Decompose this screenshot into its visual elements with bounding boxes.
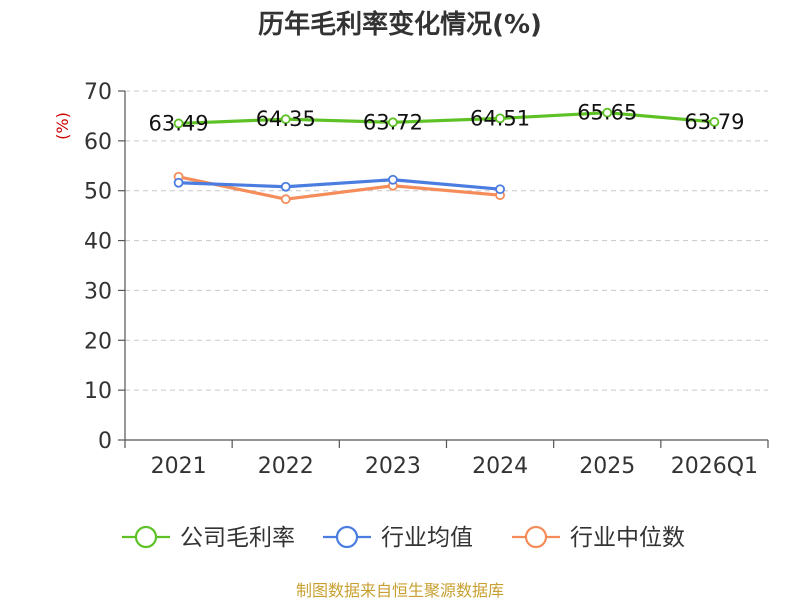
x-tick-label-2025: 2025 (579, 454, 635, 479)
point-s0-2021[interactable] (173, 118, 184, 129)
point-s0-2025[interactable] (602, 107, 613, 118)
series-line-1 (176, 178, 502, 191)
point-s2-2022[interactable] (280, 194, 291, 205)
legend-marker-0[interactable] (134, 525, 158, 549)
point-s1-2021[interactable] (173, 177, 184, 188)
x-tick-label-2022: 2022 (258, 454, 314, 479)
x-tick-label-2026Q1: 2026Q1 (671, 454, 758, 479)
point-s1-2024[interactable] (495, 184, 505, 195)
point-s1-2022[interactable] (280, 181, 291, 192)
point-s1-2023[interactable] (388, 174, 398, 185)
data-label-2021: 63.49 (149, 111, 209, 135)
point-s0-2023[interactable] (388, 117, 398, 128)
data-label-2025: 65.65 (577, 101, 637, 125)
x-tick-label-2024: 2024 (472, 454, 528, 479)
series-line-0 (176, 111, 717, 126)
chart-title: 历年毛利率变化情况(%) (258, 9, 542, 40)
legend-label-2[interactable]: 行业中位数 (570, 525, 685, 551)
y-tick-label-40: 40 (84, 230, 112, 255)
data-label-2022: 64.35 (256, 107, 316, 131)
y-tick-label-30: 30 (84, 279, 112, 304)
y-axis-unit: (%) (53, 112, 72, 140)
x-tick-label-2023: 2023 (365, 454, 421, 479)
data-label-2026Q1: 63.79 (684, 110, 744, 134)
y-tick-label-60: 60 (84, 130, 112, 155)
legend-marker-1[interactable] (335, 525, 359, 549)
source-note: 制图数据来自恒生聚源数据库 (296, 581, 504, 600)
legend-label-1[interactable]: 行业均值 (381, 525, 473, 551)
y-tick-label-70: 70 (84, 80, 112, 105)
point-s0-2022[interactable] (280, 114, 291, 125)
y-tick-label-20: 20 (84, 329, 112, 354)
data-label-2023: 63.72 (363, 110, 423, 134)
grid-lines (125, 90, 768, 391)
x-tick-label-2021: 2021 (151, 454, 207, 479)
legend[interactable]: 公司毛利率 行业均值 行业中位数 (122, 525, 685, 551)
series-lines (173, 107, 720, 205)
data-label-2024: 64.51 (470, 106, 530, 130)
legend-marker-2[interactable] (524, 525, 548, 549)
y-tick-label-0: 0 (98, 429, 112, 454)
axes: 0 10 20 30 40 50 60 70 2021 2022 2023 2024 2025 2026Q… (84, 80, 769, 479)
y-tick-label-50: 50 (84, 180, 112, 205)
y-tick-label-10: 10 (84, 379, 112, 404)
point-s0-2024[interactable] (495, 113, 505, 124)
data-labels: 63.49 64.35 63.72 64.51 65.65 63.79 (149, 101, 745, 136)
series-line-2 (176, 175, 502, 201)
point-s0-2026Q1[interactable] (709, 117, 720, 127)
legend-label-0[interactable]: 公司毛利率 (180, 525, 295, 551)
